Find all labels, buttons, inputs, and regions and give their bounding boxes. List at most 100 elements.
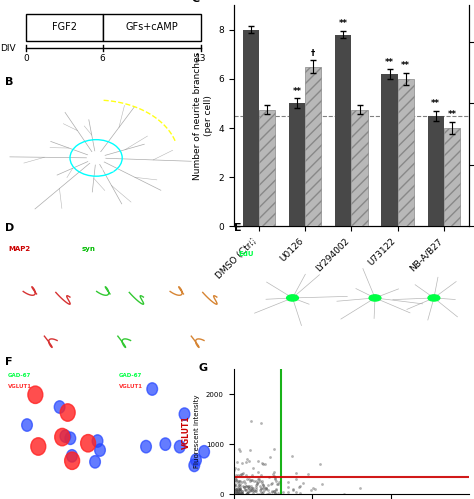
Point — [259, 481, 266, 489]
Point — [296, 482, 304, 490]
Point — [231, 489, 238, 497]
Point — [254, 479, 261, 487]
Point — [236, 485, 243, 493]
Point — [236, 485, 243, 493]
Point — [245, 457, 253, 465]
Point — [292, 475, 300, 483]
Text: MAP2: MAP2 — [16, 210, 40, 219]
Point — [254, 457, 262, 465]
Text: VGLUT1: VGLUT1 — [119, 384, 143, 389]
Point — [232, 486, 239, 494]
Text: F: F — [5, 357, 12, 367]
Circle shape — [147, 383, 157, 395]
Text: syn: syn — [82, 246, 96, 251]
Point — [235, 489, 243, 497]
Text: †: † — [311, 49, 315, 58]
Point — [237, 485, 244, 493]
Point — [250, 487, 258, 495]
Point — [257, 488, 265, 496]
Text: B: B — [5, 77, 13, 87]
Point — [235, 490, 243, 498]
Point — [255, 476, 262, 484]
Text: **: ** — [401, 61, 410, 70]
Bar — [305, 66, 321, 227]
Text: i: i — [7, 480, 10, 489]
Point — [318, 480, 326, 488]
Point — [253, 483, 260, 491]
Point — [234, 487, 242, 495]
Text: E: E — [234, 223, 241, 233]
Point — [253, 480, 261, 488]
Point — [231, 482, 239, 490]
Circle shape — [60, 430, 71, 443]
Point — [316, 460, 323, 468]
Point — [232, 477, 239, 485]
Bar — [428, 116, 444, 227]
Circle shape — [67, 450, 77, 462]
Point — [284, 483, 292, 491]
Point — [242, 486, 250, 494]
Point — [237, 489, 245, 497]
Point — [270, 488, 278, 496]
Point — [245, 482, 252, 490]
Circle shape — [64, 452, 80, 470]
Point — [258, 484, 265, 492]
Circle shape — [369, 295, 381, 301]
Circle shape — [90, 456, 100, 468]
Circle shape — [22, 419, 32, 431]
Text: **: ** — [339, 19, 348, 28]
Point — [356, 485, 364, 493]
Point — [271, 472, 278, 480]
Point — [232, 489, 239, 497]
Point — [246, 482, 253, 490]
Point — [264, 490, 271, 498]
Point — [296, 489, 303, 497]
Point — [288, 453, 296, 461]
Point — [265, 473, 273, 481]
Point — [237, 489, 244, 497]
Circle shape — [28, 386, 43, 404]
Point — [289, 486, 297, 494]
Point — [231, 464, 238, 472]
Point — [230, 477, 238, 485]
Point — [273, 481, 281, 489]
Point — [232, 476, 240, 484]
Text: 6: 6 — [100, 54, 106, 63]
Point — [243, 489, 251, 497]
Point — [274, 489, 282, 497]
Text: GAD-67: GAD-67 — [8, 373, 31, 378]
Text: ii: ii — [118, 480, 124, 489]
Point — [254, 478, 262, 486]
Point — [242, 482, 249, 490]
Point — [267, 480, 275, 488]
Point — [261, 460, 269, 468]
Circle shape — [92, 435, 103, 447]
Point — [236, 447, 244, 455]
Point — [269, 479, 276, 487]
Point — [234, 489, 241, 497]
Point — [230, 487, 238, 495]
Point — [308, 486, 315, 494]
Point — [232, 490, 239, 498]
Point — [257, 419, 264, 427]
Circle shape — [31, 438, 46, 455]
Y-axis label: Number of neurite branches
(per cell): Number of neurite branches (per cell) — [193, 51, 212, 180]
Point — [230, 485, 237, 493]
Point — [253, 490, 261, 498]
Point — [237, 470, 245, 478]
Point — [275, 478, 283, 486]
Point — [233, 476, 240, 484]
Point — [271, 489, 279, 497]
Point — [238, 489, 246, 497]
Point — [299, 479, 307, 487]
Point — [252, 487, 260, 495]
Point — [251, 487, 259, 495]
Point — [233, 487, 241, 495]
Point — [240, 483, 248, 491]
Bar — [259, 110, 275, 227]
Text: MAP2: MAP2 — [8, 246, 30, 251]
Point — [235, 445, 243, 453]
Point — [262, 486, 270, 494]
Bar — [335, 34, 351, 227]
Text: **: ** — [385, 57, 394, 66]
